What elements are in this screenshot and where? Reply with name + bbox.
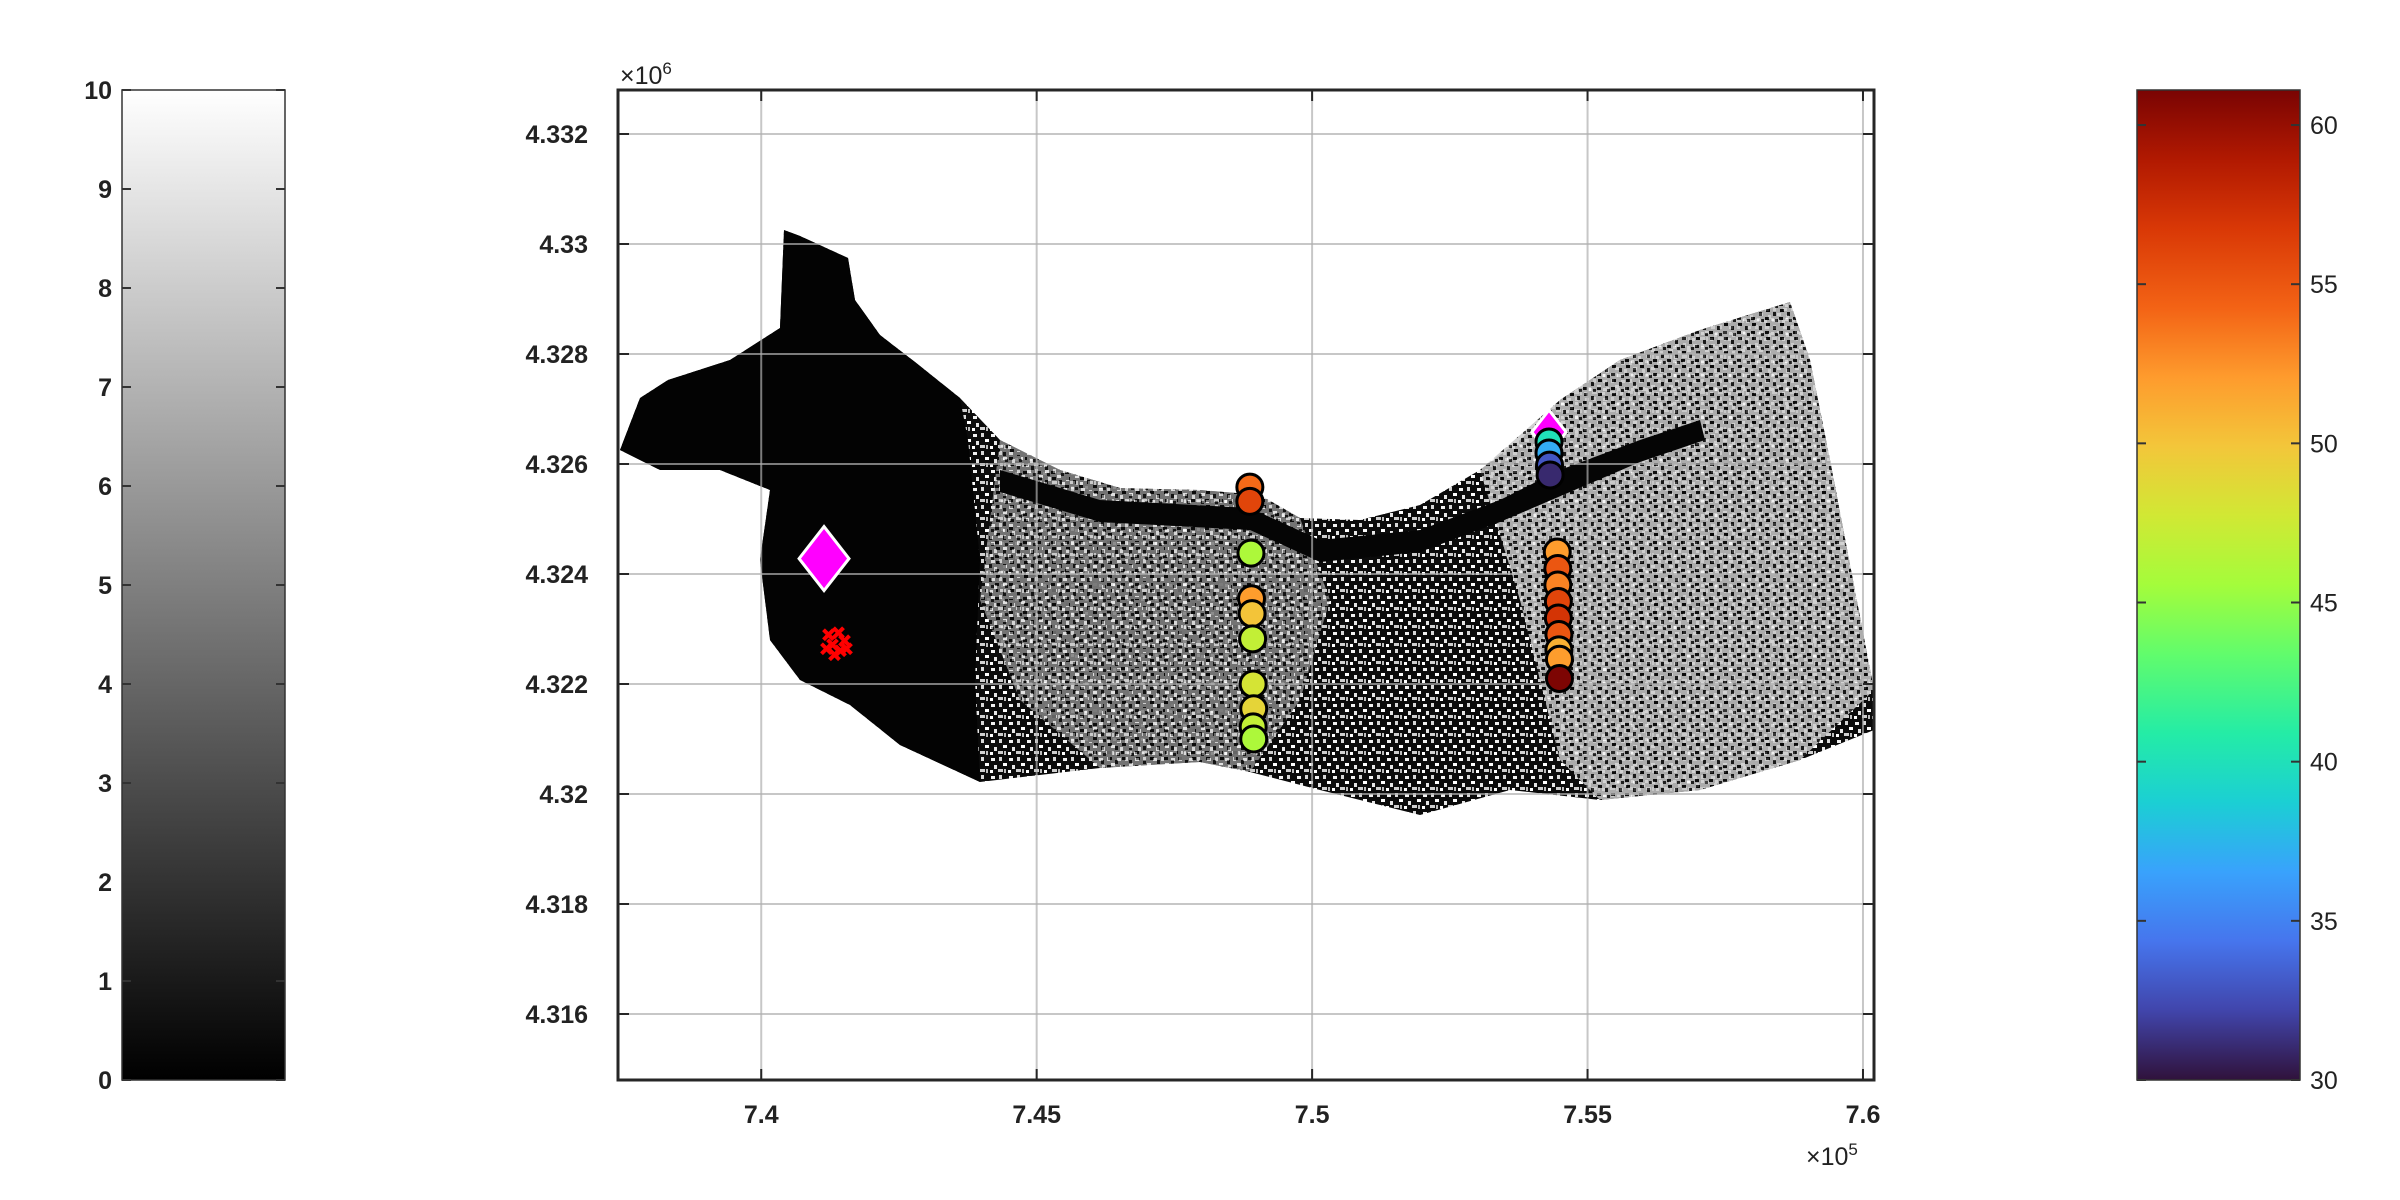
grayscale-colorbar-tick-label: 7: [98, 374, 112, 402]
grayscale-colorbar-tick-label: 8: [98, 275, 112, 303]
grayscale-colorbar: 0 1 2 3 4 5 6 7 8 9 10: [84, 77, 285, 1095]
grayscale-colorbar-tick-label: 4: [98, 671, 112, 699]
x-exponent-label: ×105: [1806, 1140, 1858, 1171]
y-exponent-label: ×106: [620, 59, 672, 90]
x-tick-label: 7.45: [1012, 1101, 1061, 1129]
turbo-colorbar-tick-label: 55: [2310, 271, 2338, 299]
turbo-colorbar-tick-label: 45: [2310, 590, 2338, 618]
scatter-point: [1240, 671, 1266, 697]
turbo-colorbar: 30 35 40 45 50 55 60: [2137, 90, 2338, 1095]
scatter-point: [1241, 726, 1267, 752]
grayscale-colorbar-tick-label: 6: [98, 473, 112, 501]
x-tick-label: 7.4: [744, 1101, 779, 1129]
turbo-colorbar-tick-label: 60: [2310, 112, 2338, 140]
grayscale-colorbar-tick-label: 1: [98, 968, 112, 996]
scatter-point: [1238, 540, 1264, 566]
grayscale-colorbar-tick-label: 0: [98, 1067, 112, 1095]
scatter-point: [1537, 462, 1563, 488]
grayscale-colorbar-tick-label: 5: [98, 572, 112, 600]
y-tick-label: 4.33: [539, 231, 588, 259]
y-tick-label: 4.316: [525, 1001, 588, 1029]
grayscale-colorbar-tick-label: 3: [98, 770, 112, 798]
turbo-colorbar-tick-label: 50: [2310, 430, 2338, 458]
grayscale-colorbar-gradient: [122, 90, 285, 1080]
grayscale-colorbar-tick-label: 9: [98, 176, 112, 204]
scatter-point: [1546, 666, 1572, 692]
y-tick-label: 4.322: [525, 671, 588, 699]
turbo-colorbar-tick-label: 40: [2310, 749, 2338, 777]
x-tick-label: 7.5: [1295, 1101, 1330, 1129]
scatter-point: [1239, 601, 1265, 627]
scatter-point: [1237, 488, 1263, 514]
x-tick-label: 7.55: [1563, 1101, 1612, 1129]
scatter-point: [1240, 626, 1266, 652]
x-tick-label: 7.6: [1846, 1101, 1881, 1129]
y-tick-label: 4.328: [525, 341, 588, 369]
turbo-colorbar-tick-label: 30: [2310, 1067, 2338, 1095]
y-tick-label: 4.324: [525, 561, 588, 589]
y-tick-label: 4.332: [525, 121, 588, 149]
turbo-colorbar-gradient: [2137, 90, 2300, 1080]
y-tick-label: 4.32: [539, 781, 588, 809]
grayscale-colorbar-tick-label: 2: [98, 869, 112, 897]
turbo-colorbar-tick-label: 35: [2310, 908, 2338, 936]
y-tick-label: 4.318: [525, 891, 588, 919]
y-tick-label: 4.326: [525, 451, 588, 479]
grayscale-colorbar-tick-label: 10: [84, 77, 112, 105]
map-axes: 7.4 7.45 7.5 7.55 7.6 4.316 4.318 4.32 4.322 4.3…: [525, 59, 1880, 1171]
